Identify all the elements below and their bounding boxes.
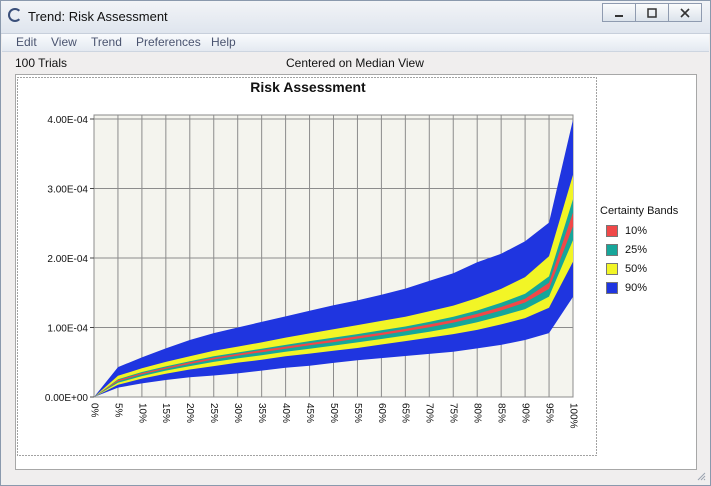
x-tick-label: 90% bbox=[519, 403, 530, 423]
x-tick-label: 40% bbox=[280, 403, 291, 423]
menu-edit[interactable]: Edit bbox=[16, 35, 37, 49]
chart-frame bbox=[17, 77, 597, 456]
menu-help[interactable]: Help bbox=[211, 35, 236, 49]
legend-label-25: 25% bbox=[625, 244, 648, 256]
x-tick-label: 85% bbox=[496, 403, 507, 423]
x-tick-label: 75% bbox=[448, 403, 459, 423]
x-tick-label: 50% bbox=[328, 403, 339, 423]
window-title: Trend: Risk Assessment bbox=[28, 9, 168, 24]
y-tick-label: 1.00E-04 bbox=[47, 324, 88, 335]
legend-swatch-25 bbox=[606, 244, 618, 256]
x-tick-label: 20% bbox=[184, 403, 195, 423]
legend-item-50: 50% bbox=[606, 263, 647, 275]
x-tick-label: 80% bbox=[472, 403, 483, 423]
legend-item-25: 25% bbox=[606, 244, 647, 256]
view-mode-label: Centered on Median View bbox=[286, 56, 424, 70]
legend-swatch-90 bbox=[606, 282, 618, 294]
menu-preferences[interactable]: Preferences bbox=[136, 35, 201, 49]
menu-trend[interactable]: Trend bbox=[91, 35, 122, 49]
crystal-ball-icon bbox=[8, 8, 22, 22]
y-tick-label: 2.00E-04 bbox=[47, 254, 88, 265]
legend-title: Certainty Bands bbox=[600, 205, 679, 217]
chart-title: Risk Assessment bbox=[250, 79, 366, 95]
restore-glyph bbox=[647, 7, 657, 18]
x-tick-label: 15% bbox=[160, 403, 171, 423]
x-tick-label: 25% bbox=[208, 403, 219, 423]
legend-swatch-10 bbox=[606, 225, 618, 237]
legend-item-90: 90% bbox=[606, 282, 647, 294]
legend-label-10: 10% bbox=[625, 225, 648, 237]
x-tick-label: 100% bbox=[567, 403, 578, 429]
close-icon[interactable] bbox=[668, 3, 702, 22]
x-tick-label: 35% bbox=[256, 403, 267, 423]
trials-count: 100 Trials bbox=[15, 56, 68, 70]
x-tick-label: 55% bbox=[352, 403, 363, 423]
x-tick-label: 30% bbox=[232, 403, 243, 423]
legend-item-10: 10% bbox=[606, 225, 647, 237]
minimize-icon[interactable] bbox=[602, 3, 636, 22]
x-tick-label: 10% bbox=[136, 403, 147, 423]
menu-view[interactable]: View bbox=[51, 35, 77, 49]
legend-swatch-50 bbox=[606, 263, 618, 275]
legend-label-50: 50% bbox=[625, 263, 648, 275]
y-tick-label: 4.00E-04 bbox=[47, 115, 88, 126]
x-tick-label: 65% bbox=[400, 403, 411, 423]
menu-bar: Edit View Trend Preferences Help bbox=[2, 34, 709, 52]
x-tick-label: 45% bbox=[304, 403, 315, 423]
resize-grip-icon[interactable] bbox=[696, 471, 706, 481]
y-tick-label: 0.00E+00 bbox=[45, 393, 89, 404]
x-tick-label: 60% bbox=[376, 403, 387, 423]
window-controls bbox=[602, 3, 702, 22]
x-tick-label: 5% bbox=[112, 403, 123, 418]
close-glyph bbox=[680, 7, 690, 18]
x-tick-label: 70% bbox=[424, 403, 435, 423]
legend-label-90: 90% bbox=[625, 282, 648, 294]
x-tick-label: 0% bbox=[88, 403, 99, 418]
y-tick-label: 3.00E-04 bbox=[47, 185, 88, 196]
title-bar[interactable]: Trend: Risk Assessment bbox=[1, 1, 710, 34]
minimize-glyph bbox=[615, 14, 623, 17]
restore-icon[interactable] bbox=[635, 3, 669, 22]
x-tick-label: 95% bbox=[543, 403, 554, 423]
